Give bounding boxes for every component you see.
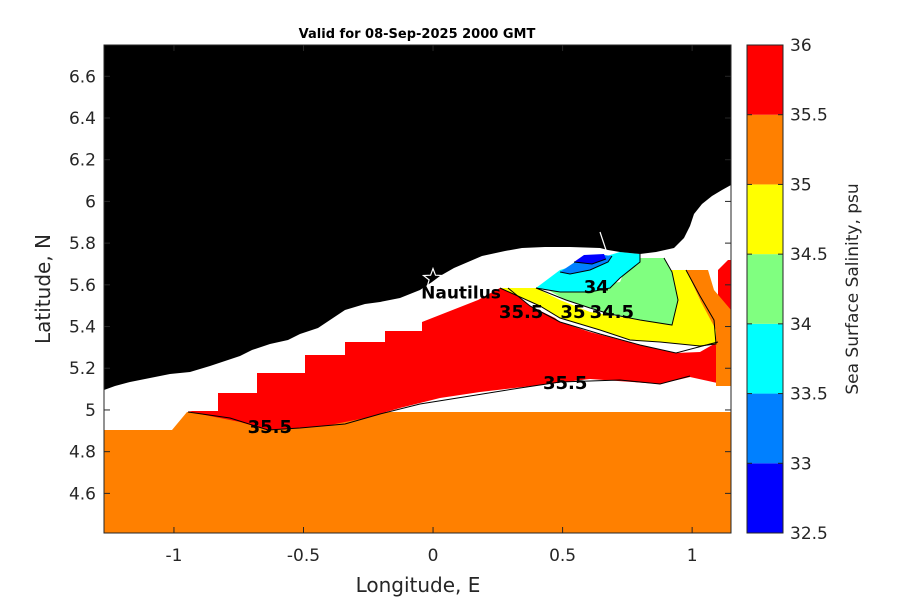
colorbar-band	[747, 114, 783, 185]
colorbar-label: Sea Surface Salinity, psu	[843, 183, 863, 394]
x-tick-label: -0.5	[287, 546, 320, 566]
x-tick-label: 0.5	[549, 546, 576, 566]
colorbar-tick-label: 34.5	[790, 245, 828, 265]
station-label: Nautilus	[421, 284, 501, 304]
contour-lines	[187, 254, 719, 431]
colorbar-band	[747, 184, 783, 255]
salinity-band-34-5	[500, 270, 716, 346]
colorbar-band	[747, 323, 783, 394]
map-frame	[103, 44, 732, 534]
contour-33	[573, 258, 607, 265]
colorbar-tick-label: 33	[790, 454, 812, 474]
contour-label: 35.5	[543, 373, 587, 394]
y-tick-label: 5	[85, 401, 96, 421]
y-tick-label: 6.4	[69, 109, 96, 129]
contour-label: 34	[584, 277, 609, 298]
x-axis-ticks: -1 -0.5 0 0.5 1	[165, 45, 698, 566]
contour-34	[535, 254, 641, 293]
colorbar-frame	[746, 44, 784, 534]
map-area	[104, 45, 731, 533]
contour-label: 35	[560, 302, 585, 323]
y-tick-label: 5.8	[69, 234, 96, 254]
colorbar-tick-label: 34	[790, 315, 812, 335]
salinity-patch-35	[686, 270, 731, 386]
colorbar: 32.5 33 33.5 34 34.5 35 35.5 36	[746, 36, 828, 544]
salinity-band-34	[548, 258, 678, 325]
x-axis-label: Longitude, E	[356, 573, 481, 597]
map-title: Valid for 08-Sep-2025 2000 GMT	[299, 27, 536, 42]
colorbar-tick-label: 33.5	[790, 385, 828, 405]
contour-label: 35.5	[499, 302, 543, 323]
colorbar-tick-label: 35.5	[790, 106, 828, 126]
contour-34-5	[535, 257, 679, 326]
x-tick-label: 0	[428, 546, 439, 566]
colorbar-tick-label: 32.5	[790, 524, 828, 544]
star-icon	[421, 266, 445, 289]
y-tick-label: 4.6	[69, 484, 96, 504]
y-axis-ticks: 4.6 4.8 5 5.2 5.4 5.6 5.8 6 6.2 6.4 6.6	[69, 67, 731, 504]
contour-label: 34.5	[590, 302, 634, 323]
x-tick-label: -1	[165, 546, 182, 566]
contour-labels: 35.5 35.5 35 34.5 34 35.5	[248, 277, 634, 438]
colorbar-band	[747, 393, 783, 464]
colorbar-tick-label: 35	[790, 175, 812, 195]
coast-detail	[599, 231, 607, 251]
y-tick-label: 6.2	[69, 151, 96, 171]
y-tick-label: 6	[85, 192, 96, 212]
colorbar-band	[747, 254, 783, 324]
y-tick-label: 5.2	[69, 359, 96, 379]
colorbar-band	[747, 463, 783, 533]
salinity-band-35-5	[188, 260, 731, 430]
colorbar-tick-label: 36	[790, 36, 812, 56]
contour-35	[499, 269, 717, 347]
x-tick-label: 1	[687, 546, 698, 566]
contour-35-5-lower	[187, 375, 691, 431]
contour-label: 35.5	[248, 417, 292, 438]
y-tick-label: 4.8	[69, 443, 96, 463]
y-tick-label: 5.4	[69, 318, 96, 338]
y-tick-label: 5.6	[69, 276, 96, 296]
y-tick-label: 6.6	[69, 67, 96, 87]
colorbar-band	[747, 45, 783, 115]
contour-33-5	[559, 255, 613, 275]
station-marker: Nautilus	[421, 266, 501, 304]
y-axis-label: Latitude, N	[31, 234, 55, 344]
land-mass	[104, 45, 731, 390]
salinity-band-33-5	[536, 252, 640, 292]
